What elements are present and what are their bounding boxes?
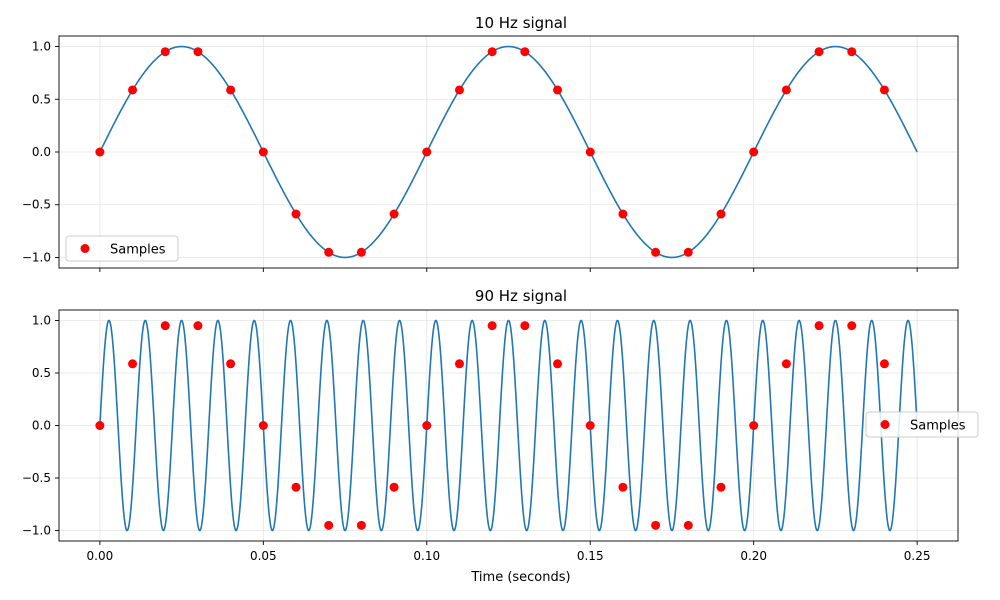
signal-line xyxy=(99,45,918,259)
signal-line xyxy=(99,319,918,532)
sample-point xyxy=(716,209,726,219)
sample-point xyxy=(95,147,105,157)
sample-point xyxy=(683,247,693,257)
sample-point xyxy=(618,209,628,219)
sample-point xyxy=(651,520,661,530)
sample-point xyxy=(651,247,661,257)
sample-point xyxy=(749,147,759,157)
subplot-10hz: 10 Hz signal −1.0 −0.5 0.0 0.5 1.0 Samples xyxy=(22,14,959,272)
subplot-title: 10 Hz signal xyxy=(475,14,567,32)
sample-point xyxy=(291,209,301,219)
legend-marker xyxy=(80,244,90,253)
sample-point xyxy=(193,321,203,331)
sample-point xyxy=(258,421,268,430)
sample-point xyxy=(487,47,497,57)
x-axis-label: Time (seconds) xyxy=(470,570,570,585)
y-tick-label: 0.5 xyxy=(32,92,51,106)
sample-point xyxy=(389,482,399,492)
sample-point xyxy=(95,421,105,430)
x-ticks: 0.00 0.05 0.10 0.15 0.20 0.25 xyxy=(87,541,931,563)
sample-point xyxy=(389,209,399,219)
x-tick-label: 0.15 xyxy=(577,549,604,563)
x-tick-label: 0.20 xyxy=(740,549,767,563)
sample-point xyxy=(879,85,889,95)
sample-point xyxy=(258,147,268,157)
sample-point xyxy=(716,482,726,492)
subplot-90hz: 90 Hz signal 0.00 0.05 0.10 0.15 0.20 0.25 −1… xyxy=(22,287,979,585)
sample-point xyxy=(226,359,236,369)
sample-point xyxy=(356,247,366,257)
sample-point xyxy=(618,482,628,492)
legend-label: Samples xyxy=(910,419,966,434)
sample-point xyxy=(749,421,759,430)
sample-point xyxy=(422,147,432,157)
sample-point xyxy=(160,321,170,331)
samples-group xyxy=(95,321,889,530)
legend-marker xyxy=(880,420,890,429)
sample-point xyxy=(553,359,563,369)
x-tick-label: 0.10 xyxy=(413,549,440,563)
x-tick-label: 0.25 xyxy=(904,549,931,563)
sample-point xyxy=(291,482,301,492)
sample-point xyxy=(128,85,138,95)
sample-point xyxy=(683,520,693,530)
subplot-title: 90 Hz signal xyxy=(475,287,567,305)
sample-point xyxy=(847,321,857,331)
sample-point xyxy=(553,85,563,95)
sample-point xyxy=(487,321,497,331)
sample-point xyxy=(814,47,824,57)
sample-point xyxy=(324,247,334,257)
y-tick-label: −1.0 xyxy=(22,524,51,538)
sample-point xyxy=(879,359,889,369)
legend-box xyxy=(865,411,979,438)
signal-line-group xyxy=(99,319,918,532)
samples-group xyxy=(95,47,889,257)
sample-point xyxy=(128,359,138,369)
sample-point xyxy=(520,321,530,331)
sample-point xyxy=(422,421,432,430)
y-tick-label: −1.0 xyxy=(22,250,51,264)
y-ticks: −1.0 −0.5 0.0 0.5 1.0 xyxy=(22,40,59,264)
legend: Samples xyxy=(865,411,979,438)
sample-point xyxy=(585,421,595,430)
x-ticks xyxy=(99,268,918,272)
sample-point xyxy=(226,85,236,95)
sample-point xyxy=(814,321,824,331)
legend: Samples xyxy=(65,235,179,262)
sample-point xyxy=(781,359,791,369)
y-tick-label: 0.0 xyxy=(32,419,51,433)
y-tick-label: 1.0 xyxy=(32,40,51,54)
legend-label: Samples xyxy=(110,243,166,258)
y-tick-label: 0.5 xyxy=(32,366,51,380)
sample-point xyxy=(454,85,464,95)
sample-point xyxy=(847,47,857,57)
legend-box xyxy=(65,235,179,262)
y-tick-label: 1.0 xyxy=(32,314,51,328)
x-tick-label: 0.00 xyxy=(87,549,114,563)
y-ticks: −1.0 −0.5 0.0 0.5 1.0 xyxy=(22,314,59,538)
sample-point xyxy=(356,520,366,530)
sample-point xyxy=(160,47,170,57)
signal-line-group xyxy=(99,45,918,259)
sample-point xyxy=(324,520,334,530)
sample-point xyxy=(454,359,464,369)
sample-point xyxy=(520,47,530,57)
sample-point xyxy=(781,85,791,95)
y-tick-label: −0.5 xyxy=(22,471,51,485)
y-tick-label: −0.5 xyxy=(22,198,51,212)
x-tick-label: 0.05 xyxy=(250,549,277,563)
y-tick-label: 0.0 xyxy=(32,145,51,159)
sample-point xyxy=(193,47,203,57)
sample-point xyxy=(585,147,595,157)
